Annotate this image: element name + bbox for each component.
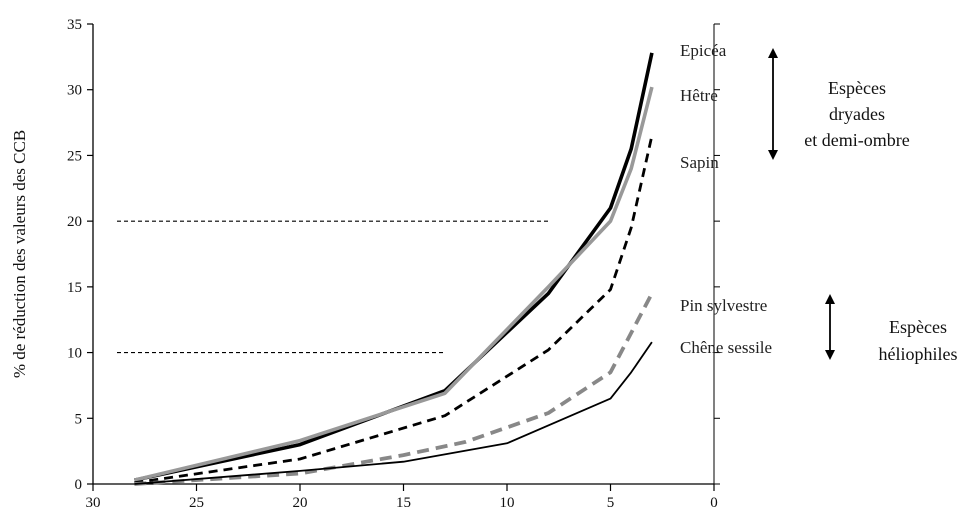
y-tick-label: 10 [67,346,82,362]
y-tick-label: 30 [67,83,82,99]
reference-lines [117,220,549,354]
series-line-4 [134,341,653,485]
y-tick-label: 5 [75,411,83,427]
group-arrow-0-head-down [768,150,778,160]
x-tick-label: 0 [710,495,718,511]
group-label-1-line-0: Espèces [889,317,947,337]
series-label-4: Chêne sessile [680,338,772,357]
y-tick-label: 20 [67,214,82,230]
series-label-3: Pin sylvestre [680,296,767,315]
series-label-0: Epicéa [680,41,727,60]
axes: 0 5 10 15 20 25 30 35 30 25 20 15 10 5 0 % de réduction… [10,17,720,511]
y-tick-label: 25 [67,148,82,164]
x-tick-label: 30 [86,495,101,511]
x-tick-label: 5 [607,495,615,511]
series-labels: Epicéa Hêtre Sapin Pin sylvestre Chêne sessi… [680,41,772,357]
y-tick-label: 0 [75,477,83,493]
x-tick-label: 25 [189,495,204,511]
group-arrow-0-head-up [768,48,778,58]
group-annotations: Espèces dryades et demi-ombre Espèces héliop… [768,48,958,364]
series-label-2: Sapin [680,153,719,172]
series-line-3 [134,292,654,486]
group-label-0-line-2: et demi-ombre [804,130,909,150]
group-label-0-line-1: dryades [829,104,885,124]
group-label-0-line-0: Espèces [828,78,886,98]
x-tick-label: 10 [500,495,515,511]
series-label-1: Hêtre [680,86,718,105]
group-label-1-line-1: héliophiles [879,344,958,364]
group-arrow-1-head-up [825,294,835,304]
y-tick-label: 35 [67,17,82,33]
x-tick-label: 20 [293,495,308,511]
series-line-2 [134,135,654,485]
x-tick-label: 15 [396,495,411,511]
group-arrow-1-head-down [825,350,835,360]
series-line-1 [133,86,654,482]
y-axis-title: % de réduction des valeurs des CCB [10,130,29,378]
y-tick-label: 15 [67,280,82,296]
series-line-0 [134,52,654,482]
series-lines [133,52,654,486]
